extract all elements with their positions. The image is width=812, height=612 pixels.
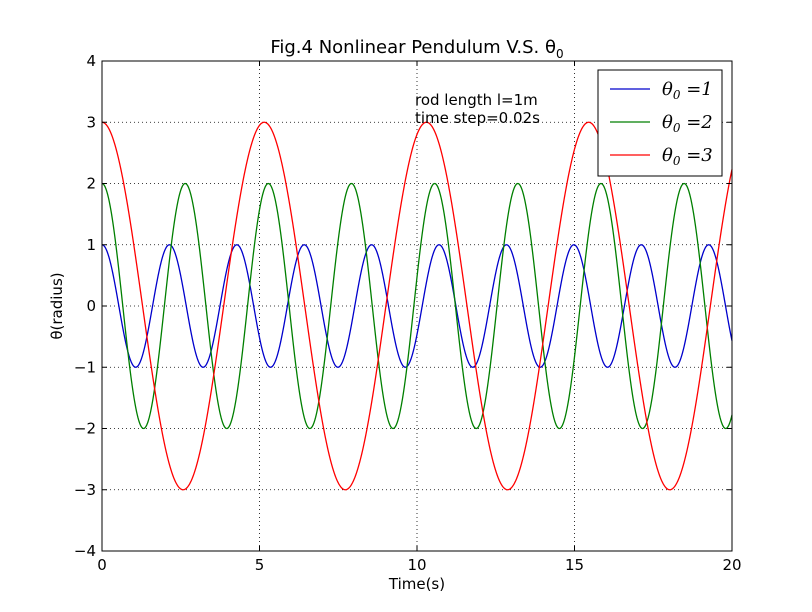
annotation-time-step: time step=0.02s — [415, 109, 540, 127]
legend-label-theta3: θ0 =3 — [662, 145, 713, 168]
legend-label-theta1: θ0 =1 — [662, 79, 713, 102]
y-tick-label: −2 — [74, 420, 96, 438]
series-line-theta2 — [101, 182, 733, 430]
x-tick-label: 0 — [97, 556, 107, 574]
x-axis-label: Time(s) — [388, 575, 445, 593]
y-tick-label: 1 — [86, 236, 96, 254]
x-tick-label: 15 — [565, 556, 584, 574]
annotation-rod-length: rod length l=1m — [415, 91, 538, 109]
legend: θ0 =1 θ0 =2 θ0 =3 — [597, 69, 723, 177]
y-tick-label: 4 — [86, 52, 96, 70]
x-tick-label: 5 — [255, 556, 265, 574]
axis-ticks: 0 5 10 15 20 −4 −3 −2 −1 0 1 2 3 4 — [74, 52, 742, 574]
legend-label-theta2: θ0 =2 — [662, 112, 713, 135]
x-tick-label: 10 — [407, 556, 426, 574]
y-tick-label: −4 — [74, 542, 96, 560]
y-tick-label: 2 — [86, 175, 96, 193]
chart-title-subscript: 0 — [556, 47, 564, 61]
y-tick-label: 0 — [86, 297, 96, 315]
legend-box — [597, 69, 723, 177]
grid — [102, 61, 732, 551]
series-lines — [101, 121, 733, 491]
y-tick-label: −1 — [74, 358, 96, 376]
x-tick-label: 20 — [722, 556, 741, 574]
y-tick-label: −3 — [74, 481, 96, 499]
chart-title: Fig.4 Nonlinear Pendulum V.S. θ0 — [270, 37, 563, 61]
series-line-theta3 — [101, 121, 733, 491]
y-axis-label: θ(radius) — [48, 272, 66, 339]
y-tick-label: 3 — [86, 113, 96, 131]
